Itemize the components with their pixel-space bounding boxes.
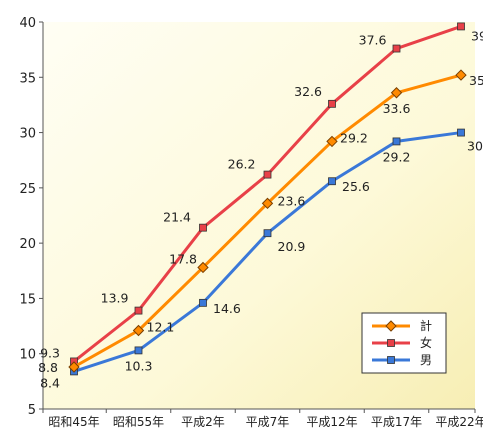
data-label: 20.9 <box>278 239 306 254</box>
data-label: 29.2 <box>340 130 368 145</box>
series-total: 8.8 12.1 17.8 23.6 29.2 33.6 35.2 <box>38 69 483 375</box>
x-tick-label: 昭和45年 <box>48 415 99 429</box>
legend-marker <box>387 339 395 347</box>
data-point <box>457 128 465 137</box>
data-label: 9.3 <box>40 345 60 360</box>
data-label: 29.2 <box>383 149 411 164</box>
data-point <box>199 223 207 232</box>
data-point <box>263 229 272 238</box>
legend-marker <box>385 320 397 332</box>
data-label: 21.4 <box>163 210 191 225</box>
x-tick-label: 平成22年 <box>435 415 483 429</box>
legend: 計女男 <box>361 312 447 374</box>
x-tick-label: 平成2年 <box>181 415 225 429</box>
data-label: 12.1 <box>147 319 175 334</box>
data-point <box>134 306 143 315</box>
data-point <box>326 135 338 148</box>
data-point <box>132 324 145 337</box>
data-point <box>457 22 465 31</box>
series-female: 9.3 13.9 21.4 26.2 32.6 37.6 39.6 <box>40 22 483 366</box>
data-label: 35.2 <box>469 73 483 88</box>
legend-label: 男 <box>420 353 432 367</box>
data-point <box>328 177 336 186</box>
legend-marker <box>387 356 395 364</box>
y-tick-label: 35 <box>19 71 36 86</box>
data-label: 39.6 <box>471 28 483 43</box>
data-point <box>261 197 274 210</box>
data-point <box>455 69 467 81</box>
data-point <box>328 99 336 108</box>
data-point <box>199 298 207 307</box>
data-point <box>392 44 401 53</box>
data-label: 10.3 <box>125 358 153 373</box>
data-label: 8.8 <box>38 360 58 375</box>
y-tick-label: 30 <box>19 127 36 142</box>
y-tick-label: 5 <box>28 403 36 418</box>
data-label: 23.6 <box>278 193 306 208</box>
data-label: 25.6 <box>342 179 370 194</box>
data-point <box>134 346 143 355</box>
y-tick-label: 25 <box>19 182 36 197</box>
data-label: 26.2 <box>228 157 256 172</box>
data-label: 17.8 <box>169 251 197 266</box>
x-tick-label: 平成7年 <box>246 415 290 429</box>
data-point <box>392 137 401 146</box>
data-label: 8.4 <box>40 375 60 390</box>
data-label: 13.9 <box>101 291 129 306</box>
data-point <box>390 87 403 99</box>
x-tick-label: 昭和55年 <box>113 415 164 429</box>
data-point <box>263 170 272 179</box>
y-tick-label: 10 <box>19 348 36 363</box>
data-label: 30.0 <box>467 139 483 154</box>
data-point <box>197 261 209 274</box>
data-label: 37.6 <box>359 33 387 48</box>
data-point <box>68 361 80 373</box>
data-label: 33.6 <box>383 101 411 116</box>
x-tick-label: 平成17年 <box>371 415 422 429</box>
series-layer: 9.3 13.9 21.4 26.2 32.6 37.6 39.6 8.4 10.3 14.6 20… <box>38 22 483 390</box>
data-label: 14.6 <box>213 301 241 316</box>
y-tick-label: 20 <box>19 237 36 252</box>
data-label: 32.6 <box>294 84 322 99</box>
y-tick-label: 40 <box>19 16 36 31</box>
legend-label: 女 <box>420 335 432 350</box>
x-tick-label: 平成12年 <box>306 415 357 429</box>
y-tick-label: 15 <box>19 292 36 307</box>
legend-label: 計 <box>420 318 432 333</box>
